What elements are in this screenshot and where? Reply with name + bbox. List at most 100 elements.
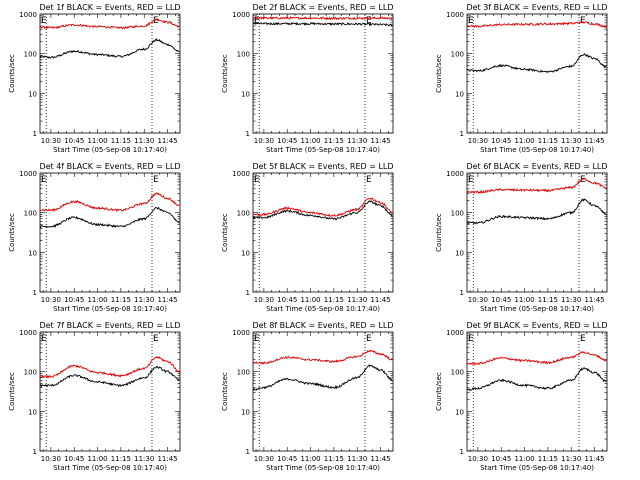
y-tick-label: 1000 — [232, 170, 250, 178]
x-tick-label: 10:45 — [64, 296, 84, 304]
x-tick-label: 11:45 — [370, 455, 390, 463]
x-tick-label: 11:30 — [134, 296, 154, 304]
x-axis-title: Start Time (05-Sep-08 10:17:40) — [266, 146, 380, 154]
panel-6: Det 6f BLACK = Events, RED = LLD 1 10 100 10… — [435, 162, 608, 313]
event-marker: E — [366, 175, 372, 185]
event-marker: E — [254, 16, 260, 26]
panel-title: Det 3f BLACK = Events, RED = LLD — [466, 3, 607, 12]
x-axis-title: Start Time (05-Sep-08 10:17:40) — [480, 305, 594, 313]
y-axis-title: Counts/sec — [221, 54, 229, 93]
y-tick-label: 1000 — [19, 11, 37, 19]
series-events-line — [39, 38, 180, 59]
x-tick-label: 11:15 — [538, 296, 558, 304]
series-lld-line — [39, 355, 180, 379]
y-axis-title: Counts/sec — [8, 213, 16, 252]
plot-frame — [252, 13, 394, 134]
x-axis-title: Start Time (05-Sep-08 10:17:40) — [480, 146, 594, 154]
series-lld-line — [252, 16, 393, 21]
plot-frame — [39, 13, 181, 134]
x-tick-label: 11:30 — [134, 455, 154, 463]
panel-title: Det 4f BLACK = Events, RED = LLD — [39, 162, 180, 171]
x-tick-label: 11:15 — [538, 137, 558, 145]
plot-frame — [466, 172, 608, 293]
y-tick-label: 10 — [241, 249, 250, 257]
y-tick-label: 1 — [460, 130, 464, 138]
panel-title: Det 7f BLACK = Events, RED = LLD — [39, 321, 180, 330]
event-marker: E — [153, 175, 159, 185]
y-tick-label: 1 — [33, 289, 37, 297]
series-lld-line — [466, 177, 607, 195]
series-events-line — [252, 21, 393, 27]
event-marker: E — [254, 175, 260, 185]
y-axis-title: Counts/sec — [435, 372, 443, 411]
event-marker: E — [468, 175, 474, 185]
series-lld-line — [466, 351, 607, 366]
y-tick-label: 10 — [28, 249, 37, 257]
x-tick-label: 11:45 — [157, 296, 177, 304]
series-events-line — [252, 200, 393, 221]
x-tick-label: 11:15 — [324, 455, 344, 463]
x-tick-label: 11:45 — [157, 455, 177, 463]
event-marker: E — [366, 16, 372, 26]
x-tick-label: 11:00 — [514, 455, 534, 463]
plot-frame — [252, 331, 394, 452]
x-tick-label: 10:30 — [41, 296, 61, 304]
x-tick-label: 11:00 — [87, 296, 107, 304]
x-tick-label: 10:30 — [41, 455, 61, 463]
plot-frame — [466, 331, 608, 452]
x-tick-label: 11:00 — [87, 137, 107, 145]
y-axis-title: Counts/sec — [435, 213, 443, 252]
y-tick-label: 10 — [241, 408, 250, 416]
x-tick-label: 10:45 — [491, 455, 511, 463]
series-events-line — [466, 53, 607, 74]
x-tick-label: 10:30 — [468, 296, 488, 304]
x-tick-label: 11:45 — [157, 137, 177, 145]
x-tick-label: 11:15 — [324, 296, 344, 304]
y-tick-label: 1 — [246, 448, 250, 456]
series-lld-line — [40, 192, 180, 213]
y-tick-label: 10 — [455, 90, 464, 98]
x-axis-title: Start Time (05-Sep-08 10:17:40) — [266, 305, 380, 313]
x-tick-label: 11:15 — [538, 455, 558, 463]
panel-5: Det 5f BLACK = Events, RED = LLD 1 10 100 10… — [221, 162, 394, 313]
panel-title: Det 5f BLACK = Events, RED = LLD — [252, 162, 393, 171]
x-tick-label: 11:00 — [300, 137, 320, 145]
event-marker: E — [580, 334, 586, 344]
x-tick-label: 11:15 — [111, 296, 131, 304]
y-tick-label: 100 — [24, 210, 37, 218]
y-axis-title: Counts/sec — [221, 372, 229, 411]
panel-8: Det 8f BLACK = Events, RED = LLD 1 10 100 10… — [221, 321, 394, 472]
event-marker: E — [366, 334, 372, 344]
x-tick-label: 10:45 — [64, 137, 84, 145]
y-tick-label: 100 — [237, 51, 250, 59]
x-tick-label: 11:45 — [370, 296, 390, 304]
panel-title: Det 1f BLACK = Events, RED = LLD — [39, 3, 180, 12]
y-tick-label: 1000 — [446, 170, 464, 178]
event-marker: E — [153, 334, 159, 344]
plot-frame — [39, 331, 181, 452]
panel-title: Det 2f BLACK = Events, RED = LLD — [252, 3, 393, 12]
x-tick-label: 11:15 — [111, 137, 131, 145]
x-tick-label: 11:15 — [111, 455, 131, 463]
series-lld-line — [466, 20, 607, 29]
series-lld-line — [252, 349, 393, 365]
y-tick-label: 1000 — [446, 11, 464, 19]
event-marker: E — [468, 334, 474, 344]
y-tick-label: 1 — [33, 130, 37, 138]
x-tick-label: 11:30 — [134, 137, 154, 145]
y-tick-label: 1000 — [232, 11, 250, 19]
y-tick-label: 1 — [33, 448, 37, 456]
series-events-line — [39, 206, 180, 229]
y-tick-label: 10 — [28, 90, 37, 98]
panel-title: Det 8f BLACK = Events, RED = LLD — [252, 321, 393, 330]
series-lld-line — [39, 18, 180, 30]
x-tick-label: 11:00 — [514, 137, 534, 145]
plot-frame — [466, 13, 608, 134]
panel-2: Det 2f BLACK = Events, RED = LLD 1 10 100 10… — [221, 3, 394, 154]
y-tick-label: 100 — [237, 369, 250, 377]
x-tick-label: 11:45 — [584, 296, 604, 304]
x-tick-label: 11:00 — [300, 455, 320, 463]
x-axis-title: Start Time (05-Sep-08 10:17:40) — [480, 464, 594, 472]
y-tick-label: 100 — [24, 369, 37, 377]
